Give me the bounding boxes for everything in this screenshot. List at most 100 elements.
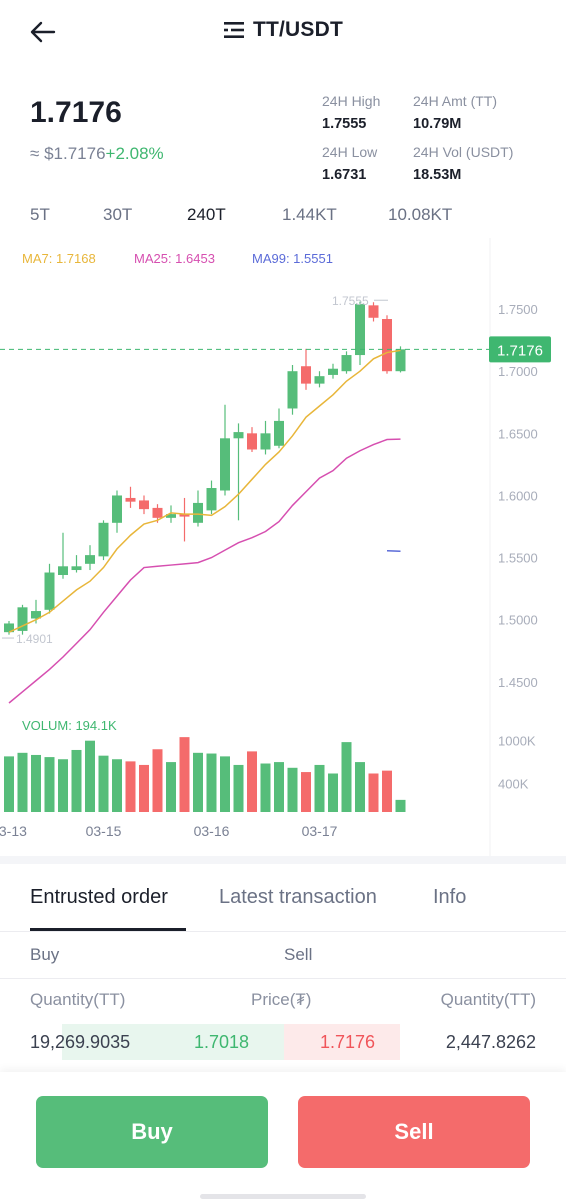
y-tick-label: 1.6000 [498, 488, 538, 503]
y-tick-label: 1.4500 [498, 675, 538, 690]
price-change: +2.08% [105, 144, 164, 163]
y-tick-label: 1.5000 [498, 613, 538, 628]
volume-bar [314, 764, 325, 812]
volume-bar [220, 756, 230, 812]
list-menu-icon [223, 22, 244, 38]
kline-chart[interactable]: MA7: 1.7168 MA25: 1.6453 MA99: 1.5551 1.750… [0, 238, 566, 858]
candle-body [166, 514, 176, 518]
tab-latest-transaction[interactable]: Latest transaction [219, 886, 377, 908]
buy-quantity: 19,269.9035 [30, 1032, 131, 1052]
sell-price: 1.7176 [320, 1032, 376, 1052]
volume-bar [31, 754, 41, 812]
last-price-tag-label: 1.7176 [497, 342, 543, 359]
x-tick-label: 03-17 [302, 823, 338, 839]
candle-body [328, 368, 338, 375]
candle-body [85, 555, 95, 564]
interval-tab-10-08kt[interactable]: 10.08KT [388, 205, 453, 224]
ma7-line [8, 349, 401, 633]
section-divider [0, 856, 566, 864]
pair-title: TT/USDT [252, 18, 344, 41]
volume-bar [179, 737, 190, 812]
volume-bar [166, 762, 176, 812]
buy-price: 1.7018 [194, 1032, 250, 1052]
stat-24h-high: 24H High 1.7555 [322, 93, 380, 132]
volume-bar [274, 762, 284, 812]
approx-sign: ≈ [30, 144, 40, 163]
candle-body [17, 607, 28, 631]
volume-bar [112, 759, 122, 812]
action-footer: Buy Sell [0, 1072, 566, 1200]
candle-body [247, 433, 257, 450]
stat-value: 1.6731 [322, 167, 367, 183]
y-tick-label: 1.7500 [498, 302, 538, 317]
interval-tab-240t[interactable]: 240T [187, 205, 226, 224]
arrow-left-icon[interactable] [28, 18, 58, 46]
tab-entrusted-order[interactable]: Entrusted order [30, 886, 168, 908]
candle-body [31, 611, 41, 619]
candle-body [395, 349, 406, 372]
volume-bar [98, 755, 109, 812]
stat-value: 18.53M [413, 167, 462, 183]
buy-button[interactable]: Buy [36, 1096, 268, 1168]
last-price-tag [489, 336, 551, 363]
volume-bar [341, 742, 352, 812]
candle-body [71, 566, 82, 571]
volume-bar [85, 740, 95, 812]
kline-chart-area[interactable]: MA7: 1.7168 MA25: 1.6453 MA99: 1.5551 1.750… [0, 238, 566, 858]
interval-tabs: 5T 30T 240T 1.44KT 10.08KT [0, 205, 566, 235]
volume-bar [287, 767, 298, 812]
pair-selector[interactable]: TT/USDT [223, 18, 343, 42]
volume-bar [368, 773, 379, 812]
order-book-row[interactable]: 19,269.9035 1.7018 1.7176 2,447.8262 [0, 1020, 566, 1064]
sell-button[interactable]: Sell [298, 1096, 530, 1168]
sell-quantity: 2,447.8262 [445, 1032, 536, 1052]
interval-tab-30t[interactable]: 30T [103, 205, 133, 224]
volume-bar [247, 751, 257, 812]
stat-24h-vol: 24H Vol (USDT) 18.53M [413, 144, 513, 183]
home-indicator [200, 1194, 366, 1199]
volume-bar [355, 762, 365, 812]
candle-body [341, 355, 352, 372]
volume-bar [301, 772, 311, 812]
candle-body [179, 514, 190, 517]
volume-bar [4, 756, 14, 812]
y-tick-label: 1.5500 [498, 551, 538, 566]
interval-tab-1-44kt[interactable]: 1.44KT [282, 205, 337, 224]
volume-bar [193, 752, 203, 812]
x-tick-label: 03-15 [86, 823, 122, 839]
stat-label: 24H Low [322, 144, 378, 160]
candle-body [206, 488, 217, 511]
volume-label: VOLUM: 194.1K [22, 718, 117, 733]
volume-bar [382, 770, 392, 812]
x-tick-label: 03-13 [0, 823, 27, 839]
sell-side-label: Sell [284, 945, 313, 964]
sell-depth-bar [284, 1024, 400, 1060]
candle-body [314, 376, 325, 384]
stat-label: 24H High [322, 93, 381, 109]
low-marker-label: 1.4901 [16, 632, 53, 646]
volume-tick-label: 400K [498, 776, 529, 791]
y-tick-label: 1.7000 [498, 364, 538, 379]
buy-depth-bar [62, 1024, 284, 1060]
ma99-label: MA99: 1.5551 [252, 251, 333, 266]
ma25-label: MA25: 1.6453 [134, 251, 215, 266]
app-header: TT/USDT [0, 0, 566, 64]
buy-side-label: Buy [30, 945, 60, 964]
volume-bar [17, 752, 28, 812]
tab-info[interactable]: Info [433, 886, 467, 908]
volume-bar [125, 761, 136, 812]
candle-body [220, 438, 230, 491]
candle-body [58, 566, 68, 576]
candle-body [112, 495, 122, 523]
interval-tab-5t[interactable]: 5T [30, 205, 50, 224]
price-subline: ≈ $1.7176+2.08% [30, 144, 164, 164]
candle-body [301, 366, 311, 384]
stat-24h-low: 24H Low 1.6731 [322, 144, 377, 183]
volume-bar [139, 764, 149, 812]
stat-value: 1.7555 [322, 116, 367, 132]
candle-body [274, 420, 284, 446]
column-quantity-buy: Quantity(TT) [30, 990, 126, 1009]
candle-body [139, 500, 149, 510]
candle-body [125, 497, 136, 502]
volume-bar [71, 749, 82, 812]
